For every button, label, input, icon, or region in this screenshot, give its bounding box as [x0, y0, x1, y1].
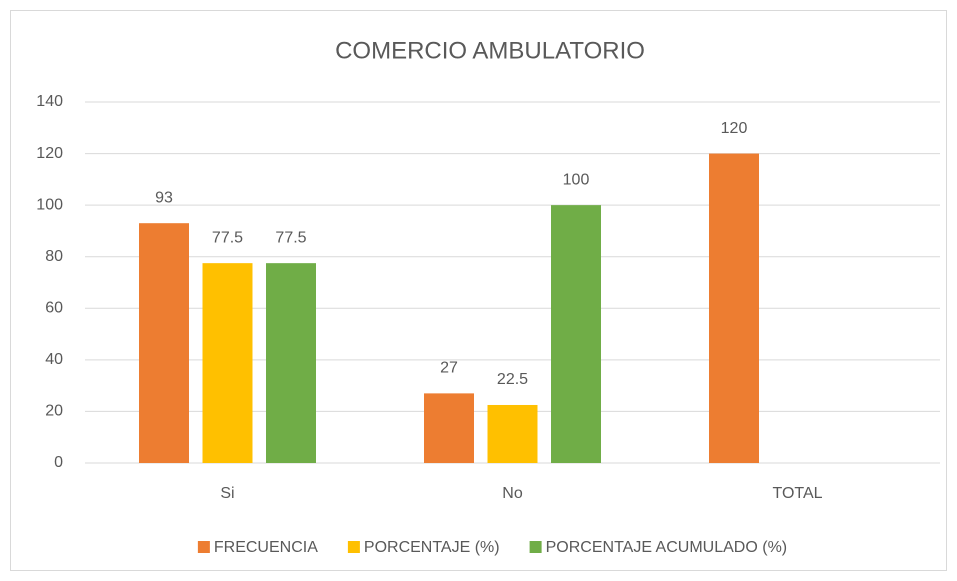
- legend-swatch: [347, 541, 360, 553]
- data-label: 22.5: [497, 371, 528, 388]
- y-tick-label: 120: [36, 145, 63, 162]
- bar: [266, 263, 316, 463]
- y-tick-label: 0: [54, 454, 63, 471]
- data-label: 77.5: [275, 229, 306, 246]
- bar: [202, 263, 253, 463]
- legend-label: PORCENTAJE (%): [364, 539, 500, 556]
- legend-label: PORCENTAJE ACUMULADO (%): [546, 539, 788, 556]
- data-label: 100: [563, 171, 590, 188]
- data-label: 120: [721, 120, 748, 137]
- data-label: 77.5: [212, 229, 243, 246]
- bar: [551, 205, 601, 463]
- legend-swatch: [197, 541, 210, 553]
- legend-swatch: [529, 541, 542, 553]
- bar: [709, 153, 759, 464]
- data-label: 93: [155, 189, 173, 206]
- y-tick-label: 60: [45, 300, 63, 317]
- x-tick-label: Si: [220, 485, 234, 502]
- y-tick-label: 20: [45, 403, 63, 420]
- y-tick-label: 140: [36, 93, 63, 110]
- y-tick-label: 100: [36, 196, 63, 213]
- x-tick-label: TOTAL: [772, 485, 822, 502]
- x-tick-label: No: [502, 485, 523, 502]
- y-tick-label: 80: [45, 248, 63, 265]
- chart-title: COMERCIO AMBULATORIO: [335, 37, 645, 64]
- data-label: 27: [440, 360, 458, 377]
- bar: [487, 404, 538, 463]
- bar: [139, 223, 189, 463]
- y-tick-label: 40: [45, 351, 63, 368]
- bar: [424, 393, 474, 463]
- legend-label: FRECUENCIA: [214, 539, 318, 556]
